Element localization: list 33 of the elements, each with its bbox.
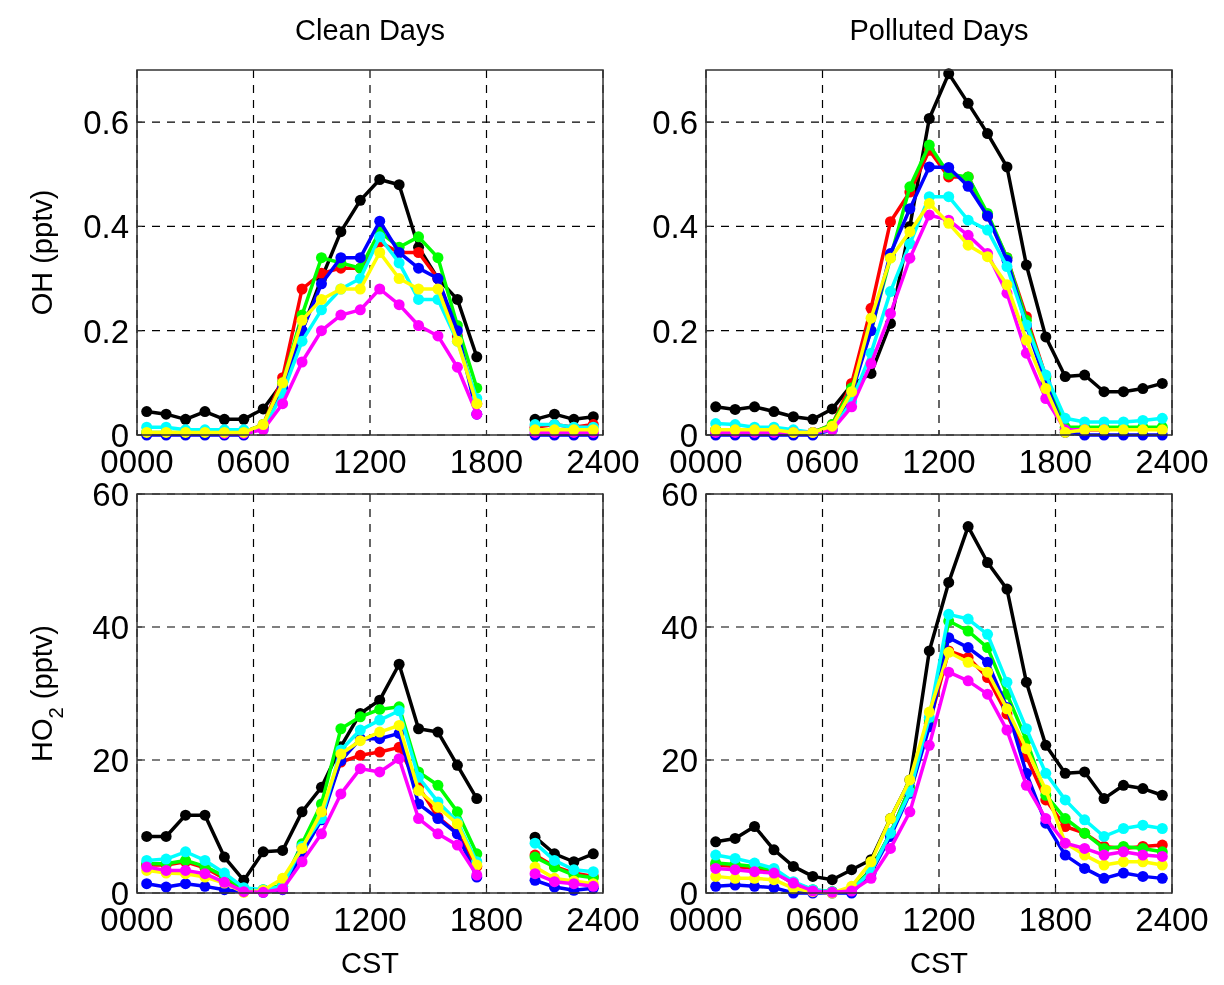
y-tick-label: 0.4 — [83, 208, 129, 246]
x-tick-label: 1800 — [1018, 901, 1093, 938]
x-tick-label: 0600 — [785, 901, 860, 938]
x-tick-label: 1200 — [902, 443, 976, 480]
x-tick-label: 1800 — [449, 443, 524, 480]
chart-title: Clean Days — [295, 14, 445, 46]
x-tick-label: 2400 — [1135, 901, 1209, 938]
y-tick-label: 60 — [661, 476, 698, 513]
y-tick-label: 20 — [92, 742, 129, 779]
x-tick-label: 1800 — [1018, 443, 1093, 480]
y-tick-label: 0.6 — [83, 104, 129, 142]
x-axis-title: CST — [910, 947, 969, 979]
x-tick-label: 0600 — [785, 443, 860, 480]
x-tick-label: 0600 — [216, 901, 291, 938]
x-tick-label: 1200 — [333, 443, 407, 480]
x-tick-label: 2400 — [1135, 443, 1209, 480]
y-tick-label: 60 — [92, 476, 129, 513]
x-tick-label: 1200 — [333, 901, 407, 938]
y-tick-label: 0.4 — [652, 208, 698, 246]
y-tick-label: 0.2 — [83, 312, 129, 350]
y-tick-label: 20 — [661, 742, 698, 779]
y-tick-label: 40 — [661, 609, 698, 646]
y-tick-label: 0.2 — [652, 312, 698, 350]
y-axis-title: OH (pptv) — [26, 189, 58, 316]
y-tick-label: 0.6 — [652, 104, 698, 142]
x-tick-label: 1800 — [449, 901, 524, 938]
y-tick-label: 40 — [92, 609, 129, 646]
x-tick-label: 0600 — [216, 443, 291, 480]
x-axis-title: CST — [341, 947, 400, 979]
x-tick-label: 1200 — [902, 901, 976, 938]
x-tick-label: 2400 — [566, 443, 640, 480]
chart-title: Polluted Days — [849, 14, 1029, 46]
x-tick-label: 2400 — [566, 901, 640, 938]
